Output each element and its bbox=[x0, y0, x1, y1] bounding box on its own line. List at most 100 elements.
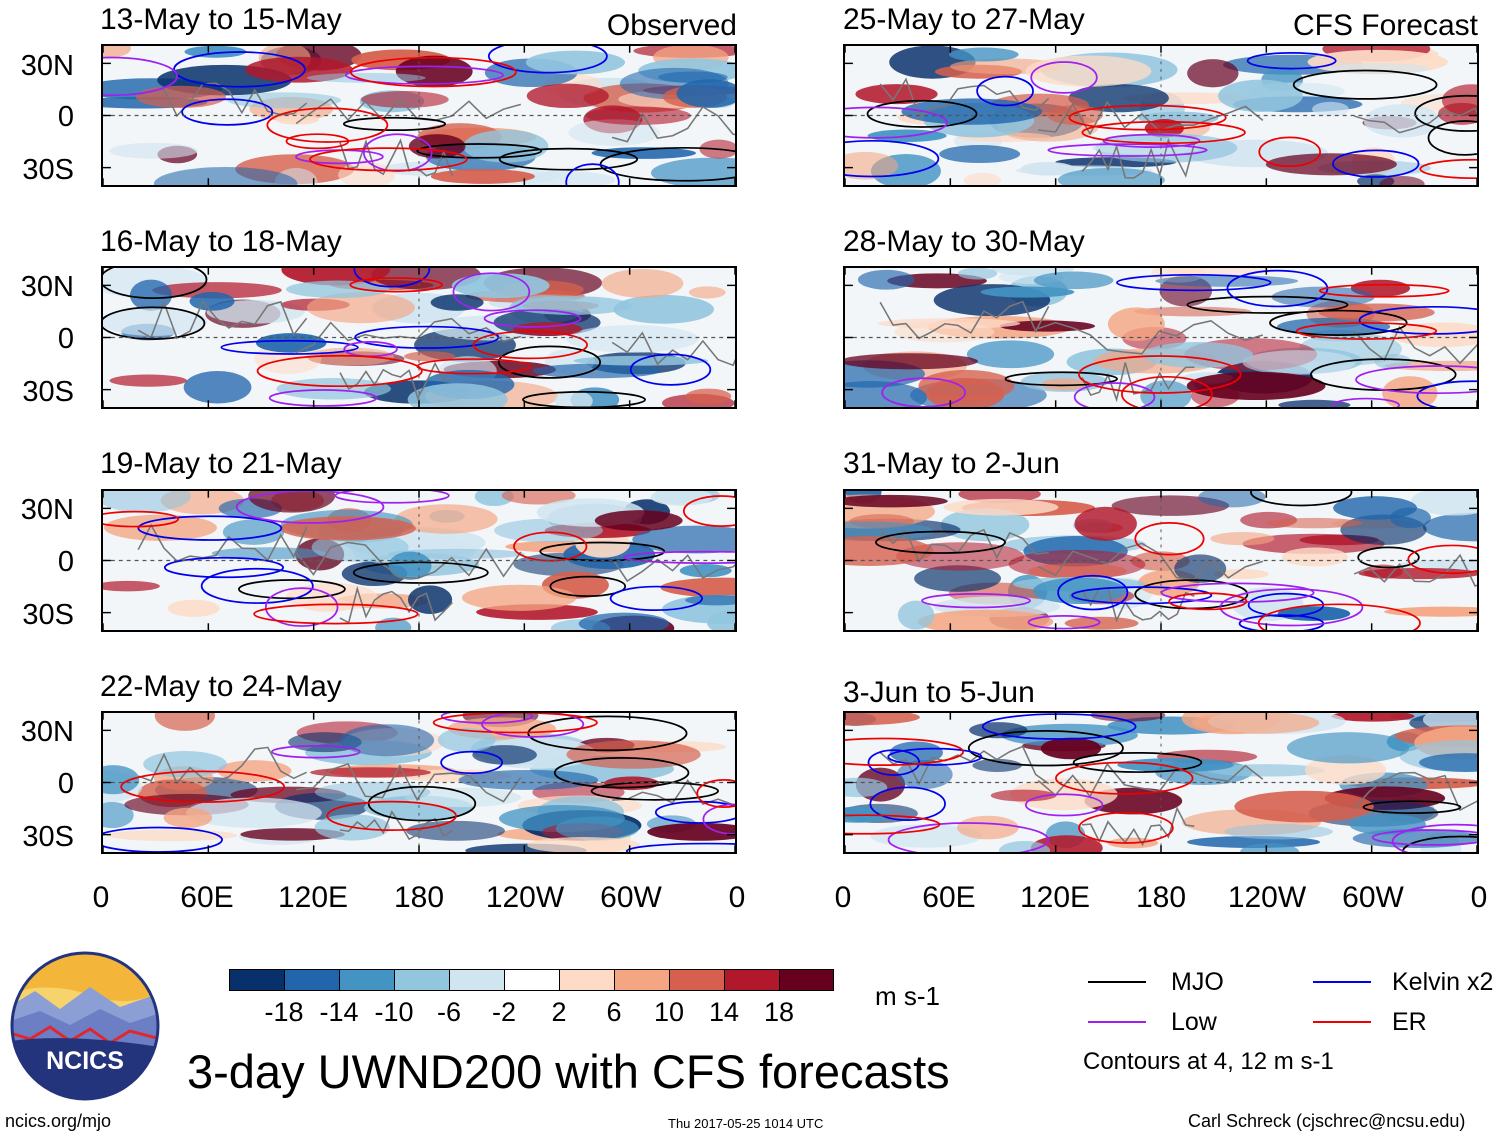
anomaly-blob bbox=[1074, 506, 1137, 541]
legend-line-mjo bbox=[1088, 981, 1146, 983]
anomaly-blob bbox=[650, 157, 735, 185]
anomaly-blob bbox=[227, 92, 342, 109]
anomaly-blob bbox=[255, 333, 327, 353]
contour-low bbox=[1219, 588, 1364, 627]
lat-label-30s-row3: 30S bbox=[22, 599, 74, 631]
contour-kelvin-x2 bbox=[1358, 305, 1477, 335]
anomaly-blob bbox=[897, 600, 935, 630]
lat-label-0-row3: 0 bbox=[57, 546, 74, 578]
anomaly-blob bbox=[407, 383, 508, 407]
contour-low bbox=[344, 65, 505, 85]
anomaly-blob bbox=[135, 85, 226, 109]
colorbar-tick: -6 bbox=[436, 997, 462, 1027]
contour-er bbox=[253, 603, 419, 625]
contour-mjo bbox=[875, 530, 1006, 554]
anomaly-blob bbox=[1028, 563, 1128, 580]
anomaly-blob bbox=[211, 547, 326, 560]
anomaly-blob bbox=[1379, 175, 1425, 185]
anomaly-blob bbox=[1277, 606, 1351, 621]
lon-label-60w-left: 60W bbox=[600, 881, 662, 914]
coastline bbox=[339, 361, 453, 400]
contour-low bbox=[1332, 397, 1400, 407]
anomaly-blob bbox=[109, 142, 198, 159]
legend-label-kelvin: Kelvin x2 bbox=[1392, 968, 1494, 996]
anomaly-blob bbox=[1191, 713, 1320, 734]
map-panel-observed-3 bbox=[101, 489, 737, 632]
contour-kelvin-x2 bbox=[173, 51, 306, 88]
anomaly-blob bbox=[1155, 275, 1299, 287]
anomaly-blob bbox=[1218, 79, 1303, 113]
anomaly-blob bbox=[526, 83, 609, 109]
anomaly-blob bbox=[1064, 616, 1139, 630]
coastline bbox=[879, 77, 1050, 118]
contour-mjo bbox=[342, 116, 447, 132]
lat-label-30n-row4: 30N bbox=[20, 716, 74, 748]
legend-line-low bbox=[1088, 1021, 1146, 1023]
contour-er bbox=[1318, 283, 1450, 298]
coastline bbox=[295, 317, 522, 354]
coastline bbox=[1037, 319, 1264, 355]
colorbar-bin-7 bbox=[559, 969, 615, 991]
contour-mjo bbox=[1269, 309, 1408, 336]
anomaly-blob bbox=[1419, 753, 1477, 772]
coastline bbox=[137, 523, 308, 562]
lat-label-30s-row2: 30S bbox=[22, 376, 74, 408]
anomaly-blob bbox=[217, 760, 292, 782]
colorbar-tick: 14 bbox=[708, 997, 740, 1027]
anomaly-blob bbox=[1186, 371, 1326, 401]
anomaly-blob bbox=[566, 740, 701, 769]
lon-label-360-left: 0 bbox=[728, 881, 746, 914]
coastline bbox=[339, 585, 453, 624]
contour-low bbox=[483, 309, 582, 328]
coastline bbox=[1353, 553, 1477, 587]
anomaly-blob bbox=[302, 598, 352, 613]
anomaly-blob bbox=[573, 355, 709, 366]
contour-low bbox=[702, 803, 735, 835]
contours-note: Contours at 4, 12 m s-1 bbox=[1083, 1048, 1334, 1075]
anomaly-blob bbox=[1107, 307, 1165, 341]
anomaly-blob bbox=[1363, 104, 1441, 138]
colorbar-tick: 2 bbox=[551, 997, 567, 1027]
map-panel-observed-2 bbox=[101, 266, 737, 409]
anomaly-blob bbox=[103, 802, 134, 829]
forecast-label: CFS Forecast bbox=[1292, 9, 1478, 42]
contour-low bbox=[235, 491, 385, 524]
anomaly-blob bbox=[554, 390, 593, 407]
lon-label-60w-right: 60W bbox=[1342, 881, 1404, 914]
coastline bbox=[879, 300, 1050, 340]
contour-low bbox=[1047, 143, 1208, 157]
contour-kelvin-x2 bbox=[137, 515, 283, 541]
coastline bbox=[1037, 762, 1264, 798]
contour-kelvin-x2 bbox=[976, 75, 1034, 107]
coastline bbox=[1353, 771, 1477, 812]
anomaly-blob bbox=[306, 72, 426, 83]
anomaly-blob bbox=[1422, 512, 1477, 542]
contour-low bbox=[1024, 793, 1104, 817]
anomaly-blob bbox=[1210, 532, 1275, 546]
contour-low bbox=[887, 822, 1050, 852]
anomaly-blob bbox=[437, 727, 496, 753]
contour-er bbox=[326, 800, 457, 832]
anomaly-blob bbox=[458, 769, 599, 790]
anomaly-blob bbox=[1057, 167, 1165, 185]
contour-mjo bbox=[497, 345, 601, 379]
anomaly-blob bbox=[472, 745, 537, 765]
anomaly-blob bbox=[1349, 814, 1426, 835]
anomaly-blob bbox=[1020, 161, 1075, 176]
contour-er bbox=[266, 107, 389, 143]
anomaly-blob bbox=[275, 114, 319, 125]
contour-mjo bbox=[1250, 491, 1353, 507]
colorbar-tick: 10 bbox=[653, 997, 685, 1027]
anomaly-blob bbox=[845, 353, 978, 370]
contour-mjo bbox=[103, 268, 208, 299]
panel-title-obs-4: 22-May to 24-May bbox=[100, 670, 342, 703]
contour-er bbox=[256, 354, 423, 388]
contour-mjo bbox=[866, 99, 978, 128]
anomaly-blob bbox=[1411, 491, 1477, 516]
contour-low bbox=[1073, 382, 1156, 407]
panel-title-obs-3: 19-May to 21-May bbox=[100, 447, 342, 480]
lon-label-180-left: 180 bbox=[393, 881, 445, 914]
anomaly-blob bbox=[314, 781, 431, 803]
footer-url[interactable]: ncics.org/mjo bbox=[5, 1111, 112, 1131]
contour-low bbox=[921, 592, 1031, 609]
